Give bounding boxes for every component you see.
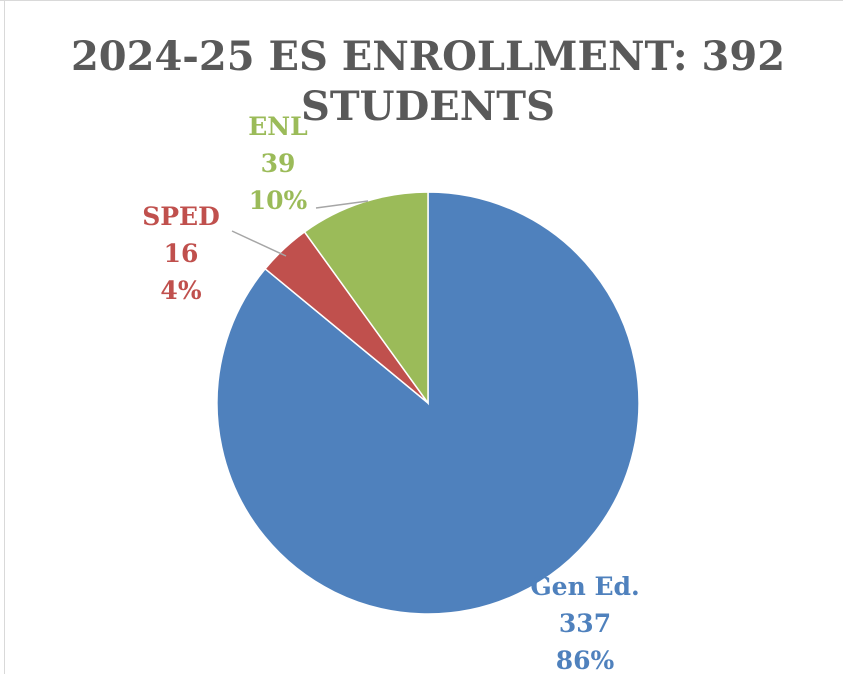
chart-title-line-1: 2024-25 ES ENROLLMENT: 392 — [71, 33, 785, 80]
leader-line-sped — [231, 230, 287, 257]
data-label-percent-gen-ed: 86% — [556, 646, 615, 674]
data-label-percent-sped: 4% — [160, 276, 201, 305]
data-label-value-enl: 39 — [261, 149, 296, 178]
data-labels: Gen Ed. 337 86% SPED 16 4% ENL 39 10% — [142, 112, 639, 674]
chart-frame-top-edge — [0, 0, 843, 1]
chart-title-line-2: STUDENTS — [301, 83, 555, 130]
leader-lines — [231, 200, 369, 257]
data-label-name-sped: SPED — [142, 202, 220, 231]
data-label-name-enl: ENL — [248, 112, 308, 141]
data-label-percent-enl: 10% — [249, 186, 308, 215]
data-label-value-sped: 16 — [164, 239, 199, 268]
pie-slices — [216, 191, 640, 615]
chart-frame-left-edge — [4, 0, 5, 674]
data-label-value-gen-ed: 337 — [559, 609, 611, 638]
leader-line-enl — [315, 200, 369, 209]
data-label-name-gen-ed: Gen Ed. — [530, 572, 639, 601]
